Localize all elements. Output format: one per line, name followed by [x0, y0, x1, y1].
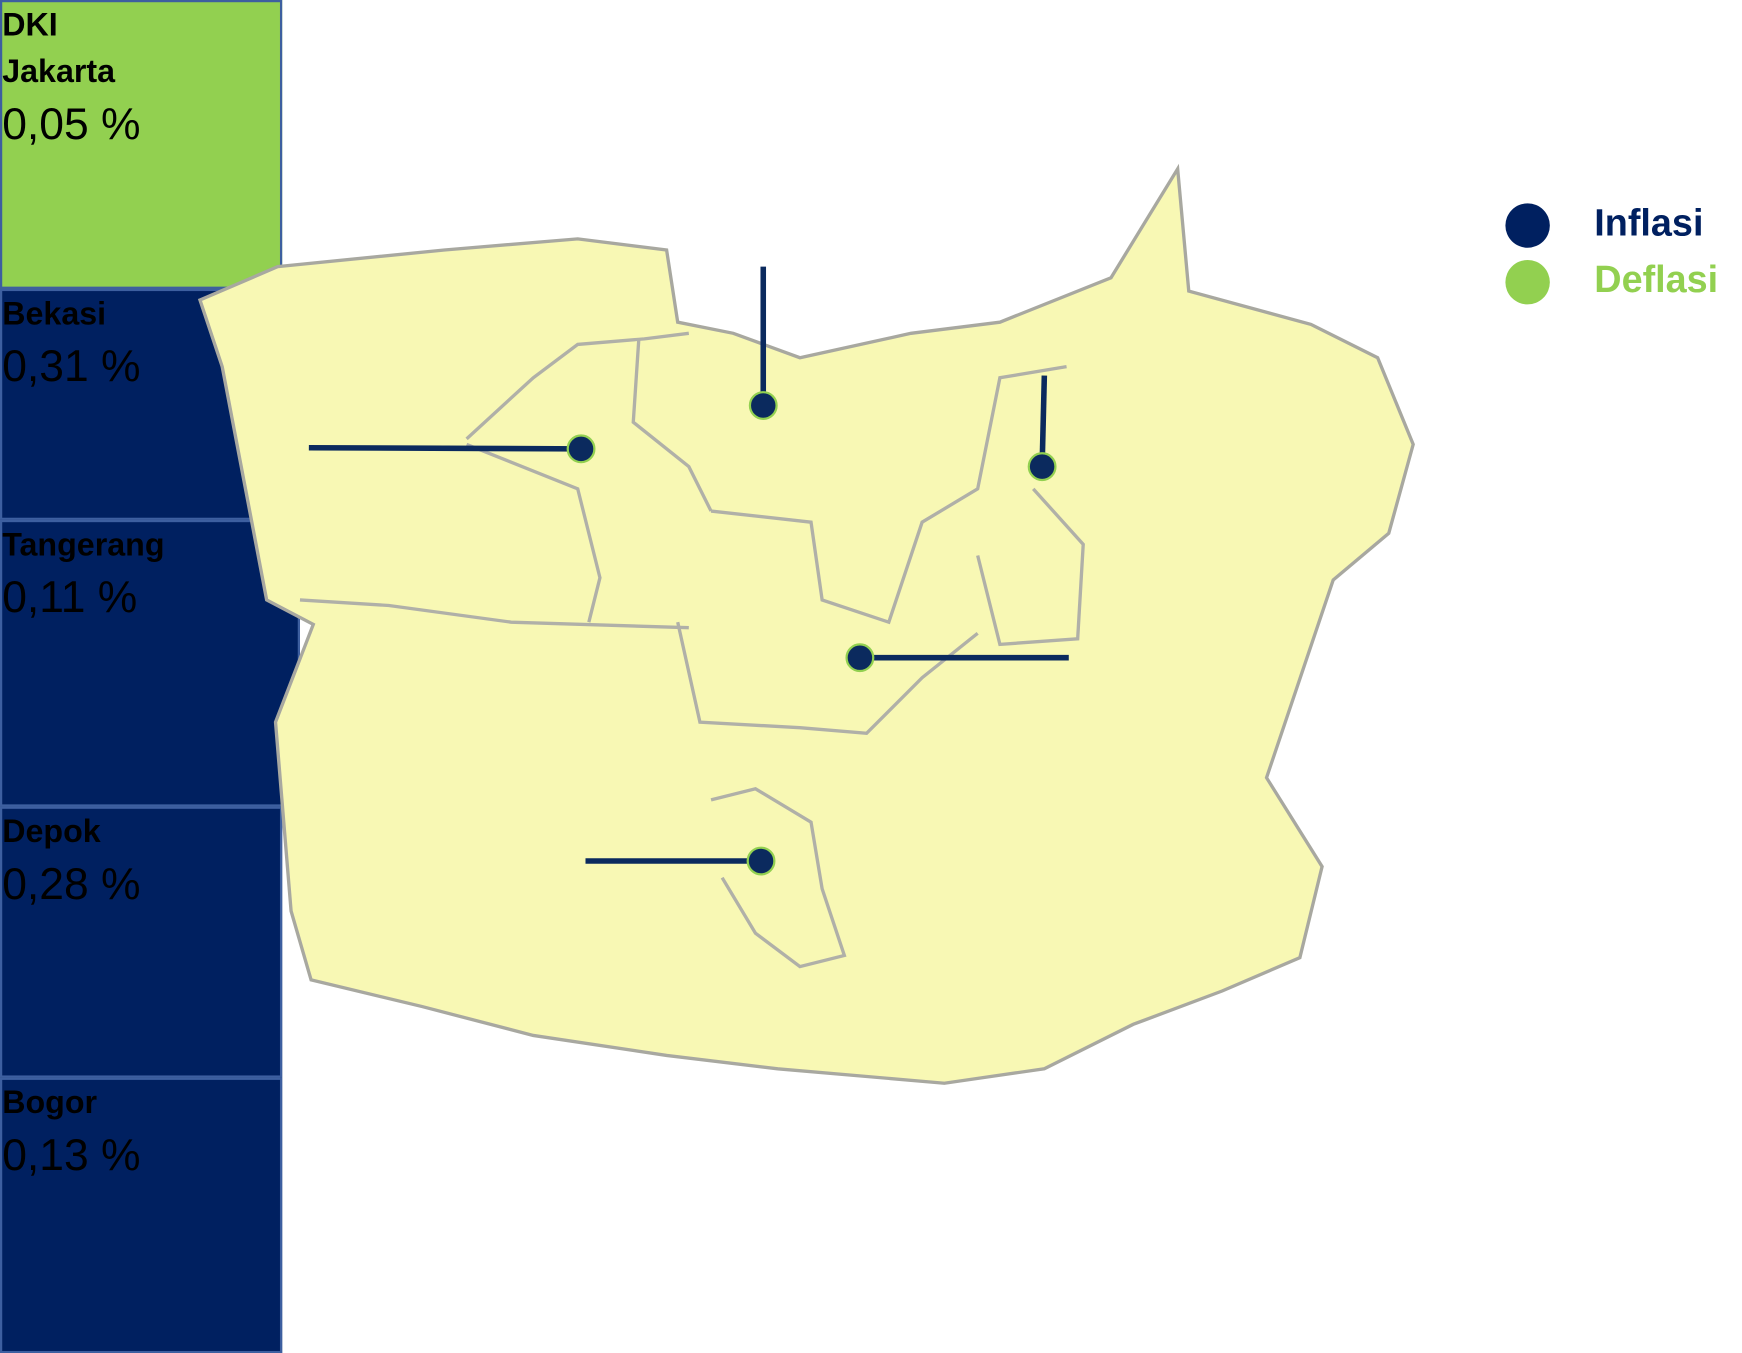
- region-bubble: Depok 0,28 %: [0, 806, 283, 1078]
- region-value: 0,28 %: [2, 859, 141, 909]
- region-name: Depok: [2, 814, 101, 850]
- region-name: Bekasi: [2, 296, 107, 333]
- region-name: DKI Jakarta: [2, 7, 116, 90]
- location-dot: [746, 846, 776, 876]
- legend-dot: [1505, 259, 1550, 305]
- region-value: 0,31 %: [2, 342, 141, 392]
- borders: [299, 331, 1085, 969]
- region-value: 0,11 %: [2, 573, 138, 623]
- connector: [308, 444, 582, 452]
- location-dot: [748, 391, 778, 420]
- region-bubble: Tangerang 0,11 %: [0, 519, 300, 807]
- location-dot: [845, 643, 875, 673]
- region-bubble: Bogor 0,13 %: [0, 1077, 283, 1353]
- connector: [1039, 375, 1048, 467]
- location-dot: [566, 434, 596, 464]
- region-name: Tangerang: [2, 527, 165, 564]
- region-bubble: DKI Jakarta 0,05 %: [0, 0, 283, 289]
- region-value: 0,13 %: [2, 1130, 141, 1180]
- legend-label: Deflasi: [1594, 258, 1719, 302]
- legend-label: Inflasi: [1594, 202, 1704, 245]
- map: [197, 163, 1415, 1085]
- region-value: 0,05 %: [2, 99, 141, 149]
- location-dot: [1027, 452, 1057, 482]
- map-area: [197, 163, 1415, 1085]
- legend-dot: [1505, 203, 1550, 248]
